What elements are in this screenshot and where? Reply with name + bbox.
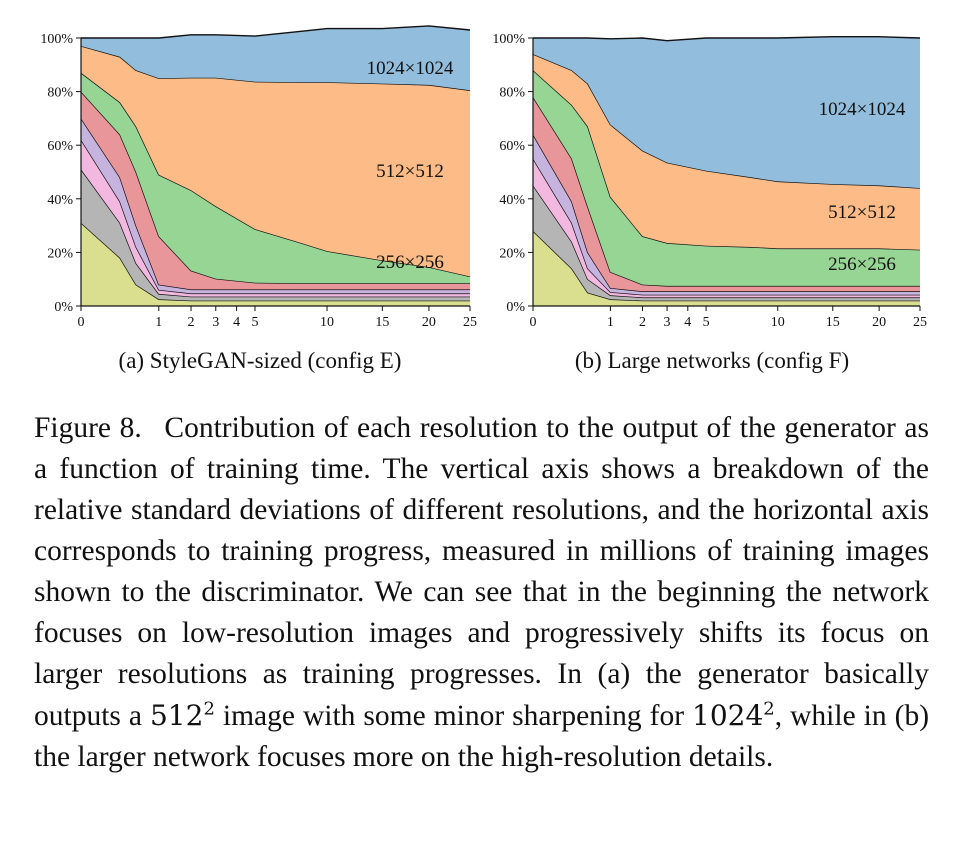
y-tick-label: 80% — [47, 86, 73, 101]
y-tick-label: 80% — [499, 86, 525, 101]
x-tick-label: 25 — [913, 315, 927, 330]
chart-subtitle: (a) StyleGAN-sized (config E) — [119, 348, 402, 373]
x-tick-label: 1 — [607, 315, 614, 330]
y-tick-label: 40% — [47, 193, 73, 208]
boundary-line-7 — [81, 25, 471, 39]
chart-panel-a: 0% 20% 40% 60% 80% 100% 0 1 2 3 4 5 10 15 20 25 1024×102… — [40, 25, 477, 373]
x-tick-label: 25 — [463, 315, 477, 330]
caption-math-1024-exp: 2 — [763, 698, 775, 720]
x-tick-label: 2 — [639, 315, 646, 330]
caption-figure-label: Figure 8. — [34, 412, 142, 444]
y-tick-label: 0% — [506, 300, 525, 315]
caption-math-512-exp: 2 — [203, 698, 215, 720]
chart-panel-b: 0% 20% 40% 60% 80% 100% 0 1 2 3 4 5 10 15 20 25 1024×102… — [492, 32, 927, 373]
caption-math-512-base: 512 — [149, 699, 204, 732]
x-tick-label: 10 — [771, 315, 785, 330]
caption-text-3: , while in (b) the larger network focuse… — [34, 700, 930, 773]
area-series-5 — [533, 70, 920, 286]
boundary-line-7 — [533, 36, 921, 42]
band-annotation: 512×512 — [828, 202, 896, 223]
band-annotation: 256×256 — [828, 254, 896, 275]
caption-text-1: Contribution of each resolution to the o… — [34, 412, 929, 732]
figure-caption: Figure 8. Contribution of each resolutio… — [34, 408, 929, 778]
x-tick-label: 1 — [155, 315, 162, 330]
caption-math-1024-base: 1024 — [692, 699, 764, 732]
y-tick-label: 0% — [54, 300, 73, 315]
y-tick-label: 20% — [499, 246, 525, 261]
y-tick-label: 100% — [492, 32, 525, 47]
y-tick-label: 40% — [499, 193, 525, 208]
area-series-0 — [533, 231, 920, 306]
x-tick-label: 0 — [78, 315, 85, 330]
y-tick-label: 20% — [47, 246, 73, 261]
stacked-area-charts: 0%20%40%60%80%100%0 1 2 3 4 5 10 15 20 251024×102… — [40, 25, 927, 373]
caption-text-2: image with some minor sharpening for — [222, 700, 685, 732]
area-series-0 — [81, 222, 470, 306]
x-tick-label: 3 — [212, 315, 219, 330]
x-tick-label: 20 — [422, 315, 436, 330]
band-annotation: 1024×1024 — [367, 58, 454, 79]
band-annotation: 1024×1024 — [819, 99, 906, 120]
x-tick-label: 4 — [684, 315, 691, 330]
x-tick-label: 4 — [233, 315, 240, 330]
area-series-6 — [81, 46, 470, 277]
x-tick-label: 20 — [872, 315, 886, 330]
area-series-7 — [533, 36, 920, 189]
band-annotation: 256×256 — [376, 252, 444, 273]
y-tick-label: 60% — [47, 139, 73, 154]
chart-subtitle: (b) Large networks (config F) — [575, 348, 849, 373]
x-tick-label: 5 — [703, 315, 710, 330]
area-series-5 — [81, 72, 470, 284]
x-tick-label: 2 — [188, 315, 195, 330]
x-tick-label: 0 — [530, 315, 537, 330]
figure-8: 0% 20% 40% 60% 80% 100% 0 1 2 3 4 5 10 15 20 25 1024×102… — [0, 0, 960, 400]
x-tick-label: 5 — [251, 315, 258, 330]
band-annotation: 512×512 — [376, 161, 444, 182]
area-series-6 — [533, 54, 920, 250]
x-tick-label: 10 — [320, 315, 334, 330]
x-tick-label: 15 — [826, 315, 840, 330]
caption-math-512: 5122 — [150, 699, 215, 732]
y-tick-label: 100% — [40, 32, 73, 47]
x-tick-label: 3 — [664, 315, 671, 330]
area-series-7 — [81, 25, 470, 91]
x-tick-label: 15 — [375, 315, 389, 330]
caption-math-1024: 10242 — [692, 699, 775, 732]
y-tick-label: 60% — [499, 139, 525, 154]
